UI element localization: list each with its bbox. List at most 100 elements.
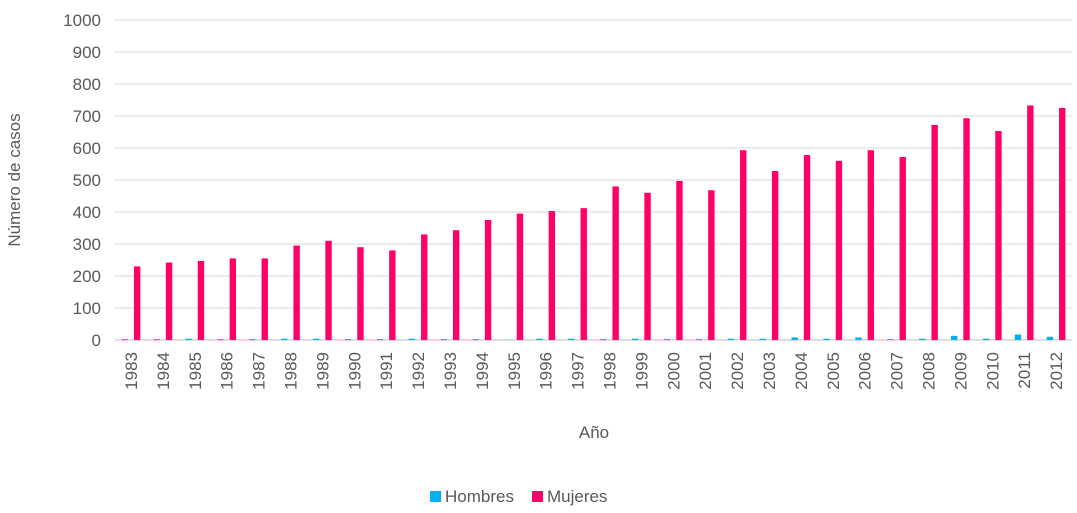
bar [185, 338, 192, 340]
bar [823, 338, 830, 340]
bar [791, 337, 798, 340]
y-tick-label: 300 [73, 235, 101, 254]
bar [803, 155, 811, 340]
x-tick-label: 2008 [919, 352, 938, 390]
x-tick-label: 1984 [154, 352, 173, 390]
y-tick-label: 100 [73, 299, 101, 318]
bar [771, 171, 779, 340]
x-tick-label: 1995 [505, 352, 524, 390]
bar [325, 240, 332, 340]
bar [133, 266, 141, 340]
y-tick-label: 900 [73, 43, 101, 62]
bar [281, 338, 288, 340]
bar [887, 339, 894, 340]
bar [421, 234, 428, 340]
bar [376, 339, 384, 340]
x-tick-label: 1987 [250, 352, 269, 390]
legend-label: Hombres [445, 487, 514, 506]
bar [293, 245, 300, 340]
bar [452, 230, 460, 340]
x-axis-title: Año [579, 423, 609, 442]
bar [580, 208, 587, 340]
bar [197, 260, 205, 340]
x-tick-label: 2012 [1047, 352, 1066, 390]
bar [261, 258, 268, 340]
y-tick-label: 700 [73, 107, 101, 126]
bar [1059, 108, 1066, 340]
bar [899, 156, 906, 340]
y-axis-title: Número de casos [5, 113, 24, 246]
x-tick-label: 1997 [569, 352, 588, 390]
bar [759, 338, 766, 340]
bar [950, 335, 958, 340]
bar [963, 118, 970, 341]
x-tick-label: 1999 [632, 352, 651, 390]
y-tick-label: 200 [73, 267, 101, 286]
bar [835, 160, 843, 340]
bar [516, 213, 524, 340]
y-tick-label: 400 [73, 203, 101, 222]
x-tick-label: 2005 [824, 352, 843, 390]
bar [1014, 334, 1022, 340]
bar [548, 211, 556, 340]
bar [663, 339, 671, 340]
x-tick-label: 2006 [856, 352, 875, 390]
bar [484, 220, 492, 340]
x-tick-label: 1994 [473, 352, 492, 390]
x-tick-label: 1986 [218, 352, 237, 390]
bar [536, 338, 543, 340]
legend-swatch [430, 491, 441, 502]
bar [229, 258, 237, 340]
x-tick-label: 2004 [792, 352, 811, 390]
x-tick-label: 2002 [728, 352, 747, 390]
bar [440, 339, 447, 340]
x-tick-label: 1983 [122, 352, 141, 390]
x-tick-label: 2007 [888, 352, 907, 390]
x-tick-label: 1990 [345, 352, 364, 390]
x-tick-label: 2010 [983, 352, 1002, 390]
x-tick-label: 1991 [377, 352, 396, 390]
bar [612, 186, 619, 340]
bar [408, 338, 416, 340]
y-tick-label: 1000 [63, 11, 101, 30]
x-tick-label: 1998 [600, 352, 619, 390]
bar [695, 339, 703, 340]
bar [249, 339, 256, 340]
bar [568, 338, 575, 340]
bar [344, 339, 352, 340]
bar [153, 339, 160, 340]
bar [357, 247, 364, 340]
bar [931, 124, 938, 341]
bar [644, 192, 651, 340]
bar [1046, 336, 1054, 340]
x-tick-label: 2003 [760, 352, 779, 390]
bar [727, 338, 735, 340]
x-tick-label: 1996 [537, 352, 556, 390]
bar [389, 250, 396, 340]
x-tick-label: 2000 [664, 352, 683, 390]
y-tick-label: 500 [73, 171, 101, 190]
bar [982, 338, 990, 340]
bar [600, 339, 607, 340]
legend-label: Mujeres [547, 487, 607, 506]
bar [1027, 105, 1034, 340]
bar [919, 338, 926, 340]
x-tick-label: 1993 [441, 352, 460, 390]
x-tick-label: 1988 [281, 352, 300, 390]
bar [217, 339, 224, 340]
x-tick-label: 2011 [1015, 352, 1034, 389]
x-tick-label: 2009 [951, 352, 970, 390]
legend-swatch [531, 491, 543, 502]
bar [867, 150, 875, 340]
bar [472, 339, 479, 340]
bar [121, 339, 128, 340]
bar [855, 337, 862, 340]
x-tick-label: 2001 [696, 352, 715, 390]
bar [995, 131, 1002, 340]
x-tick-label: 1985 [186, 352, 205, 390]
bar [740, 150, 747, 340]
y-tick-label: 600 [73, 139, 101, 158]
bar [631, 338, 639, 340]
bar [312, 338, 320, 340]
